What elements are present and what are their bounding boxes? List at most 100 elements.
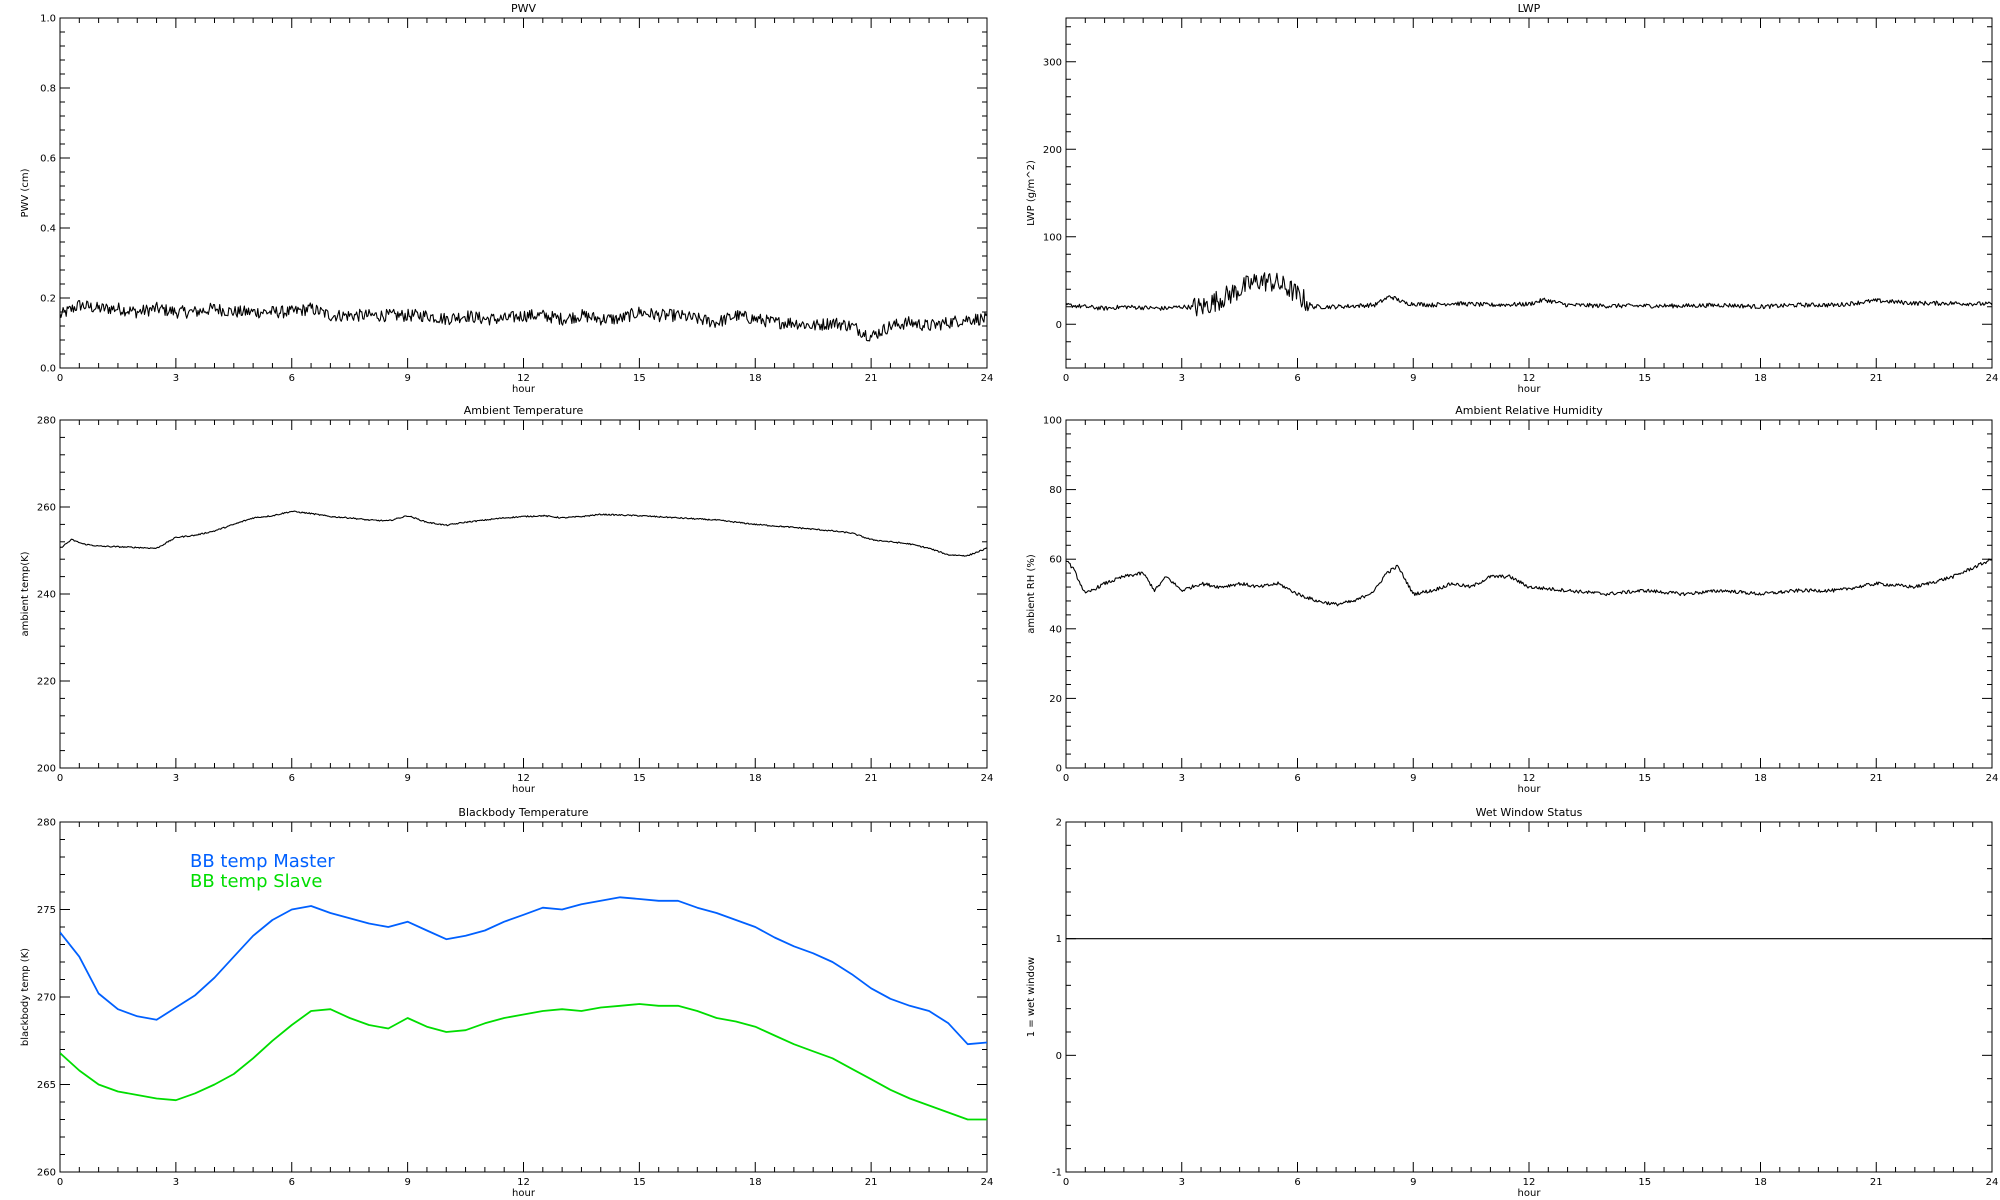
plot-4-ytick-label: 265	[37, 1080, 56, 1091]
plot-2-ytick-label: 260	[37, 503, 56, 514]
plot-5-xtick-label: 15	[1638, 1177, 1651, 1188]
plot-0-xtick-label: 12	[517, 373, 530, 384]
plot-0-ytick-label: 0.4	[40, 224, 56, 235]
plot-4-xtick-label: 21	[865, 1177, 878, 1188]
plot-4-series-0	[60, 896, 987, 1046]
plot-2-xtick-label: 0	[57, 773, 63, 784]
plot-5-xtick-label: 9	[1410, 1177, 1416, 1188]
plot-1-ylabel: LWP (g/m^2)	[1026, 160, 1037, 226]
plot-2-xlabel: hour	[512, 784, 536, 795]
plot-1-ytick-label: 0	[1056, 320, 1062, 331]
plot-2-xtick-label: 12	[517, 773, 530, 784]
plot-4-xtick-label: 6	[289, 1177, 295, 1188]
plot-3-frame	[1065, 419, 1993, 769]
plot-5-xtick-label: 24	[1986, 1177, 1999, 1188]
plot-0-ytick-label: 0.8	[40, 84, 56, 95]
plot-2-ytick-label: 200	[37, 764, 56, 775]
plot-4-ytick-label: 260	[37, 1168, 56, 1179]
plot-5-xtick-label: 3	[1179, 1177, 1185, 1188]
plot-0-title: PWV	[511, 2, 537, 15]
plot-3-xtick-label: 6	[1294, 773, 1300, 784]
plot-2-xtick-label: 21	[865, 773, 878, 784]
plot-4-xtick-label: 9	[404, 1177, 410, 1188]
plot-0-xtick-label: 6	[289, 373, 295, 384]
plot-1-xtick-label: 0	[1063, 373, 1069, 384]
plot-3-xtick-label: 3	[1179, 773, 1185, 784]
plot-4-xtick-label: 0	[57, 1177, 63, 1188]
plot-3-ytick-label: 80	[1049, 485, 1062, 496]
plot-5-ytick-label: 0	[1056, 1051, 1062, 1062]
plot-2-xtick-label: 9	[404, 773, 410, 784]
plot-3-ytick-label: 60	[1049, 555, 1062, 566]
plot-1-xtick-label: 15	[1638, 373, 1651, 384]
plot-3-ylabel: ambient RH (%)	[1026, 554, 1037, 634]
plot-2-xtick-label: 6	[289, 773, 295, 784]
plot-2-ytick-label: 280	[37, 416, 56, 427]
plot-5-xtick-label: 12	[1523, 1177, 1536, 1188]
plot-0-ytick-label: 1.0	[40, 14, 56, 25]
plot-1-xtick-label: 18	[1754, 373, 1767, 384]
plot-2-xtick-label: 24	[981, 773, 994, 784]
plot-0-ylabel: PWV (cm)	[20, 168, 31, 217]
plot-1-xtick-label: 24	[1986, 373, 1999, 384]
plot-2-ytick-label: 240	[37, 590, 56, 601]
plot-1-xtick-label: 6	[1294, 373, 1300, 384]
plot-1-ytick-label: 200	[1043, 145, 1062, 156]
plot-3-xtick-label: 21	[1870, 773, 1883, 784]
plot-2-title: Ambient Temperature	[464, 404, 584, 417]
plot-1-xlabel: hour	[1518, 384, 1542, 395]
plot-4-xtick-label: 12	[517, 1177, 530, 1188]
plot-3-ytick-label: 100	[1043, 416, 1062, 427]
plot-4: Blackbody Temperature 0 3 6 9 12 15 18 21 24 260 26…	[20, 806, 993, 1199]
plot-1-xtick-label: 3	[1179, 373, 1185, 384]
plot-2-ylabel: ambient temp(K)	[20, 551, 31, 636]
plot-0: PWV 0 3 6 9 12 15 18 21 24 0.0 0.2 0.4 0.6 0.8 1.0 hour P…	[20, 2, 993, 395]
plot-0-xtick-label: 18	[749, 373, 762, 384]
plot-2-series-0	[60, 510, 987, 557]
plot-4-legend-0: BB temp Master	[190, 851, 335, 872]
plot-5-xtick-label: 0	[1063, 1177, 1069, 1188]
plot-4-xtick-label: 18	[749, 1177, 762, 1188]
plot-4-legend-1: BB temp Slave	[190, 871, 322, 892]
plot-0-series-0	[60, 300, 987, 342]
plot-0-ytick-label: 0.2	[40, 294, 56, 305]
plot-3-xtick-label: 12	[1523, 773, 1536, 784]
plot-3-xtick-label: 9	[1410, 773, 1416, 784]
plot-0-xtick-label: 3	[173, 373, 179, 384]
plot-4-series-1	[60, 1003, 987, 1121]
plot-5-frame	[1065, 821, 1993, 1173]
plot-1-title: LWP	[1518, 2, 1541, 15]
plot-1: LWP 0 3 6 9 12 15 18 21 24 0 100 200 300 hour LWP (g/m^…	[1026, 2, 1998, 395]
plot-5-ytick-label: 2	[1056, 818, 1062, 829]
plot-3-xtick-label: 24	[1986, 773, 1999, 784]
plot-2-xtick-label: 3	[173, 773, 179, 784]
plot-1-xtick-label: 21	[1870, 373, 1883, 384]
plot-4-xtick-label: 3	[173, 1177, 179, 1188]
plot-1-xtick-label: 12	[1523, 373, 1536, 384]
plot-3-xtick-label: 15	[1638, 773, 1651, 784]
plot-3-series-0	[1066, 558, 1992, 607]
plot-1-series-0	[1066, 272, 1992, 317]
plot-4-xtick-label: 24	[981, 1177, 994, 1188]
plot-5-ytick-label: 1	[1056, 934, 1062, 945]
plot-1-ytick-label: 100	[1043, 232, 1062, 243]
plot-3-ytick-label: 20	[1049, 694, 1062, 705]
plot-4-ylabel: blackbody temp (K)	[20, 948, 31, 1046]
plot-2-xtick-label: 15	[633, 773, 646, 784]
plot-3-xtick-label: 0	[1063, 773, 1069, 784]
plot-5-xlabel: hour	[1518, 1188, 1542, 1199]
plot-0-xtick-label: 15	[633, 373, 646, 384]
plot-2: Ambient Temperature 0 3 6 9 12 15 18 21 24 200 220 2…	[20, 404, 993, 795]
plot-1-ytick-label: 300	[1043, 57, 1062, 68]
plot-5-title: Wet Window Status	[1476, 806, 1583, 819]
plot-4-title: Blackbody Temperature	[458, 806, 588, 819]
plot-3: Ambient Relative Humidity 0 3 6 9 12 15 18 21 24 0…	[1026, 404, 1998, 795]
plot-4-xtick-label: 15	[633, 1177, 646, 1188]
plot-5-ylabel: 1 = wet window	[1026, 957, 1037, 1037]
plot-5-xtick-label: 21	[1870, 1177, 1883, 1188]
plot-3-xlabel: hour	[1518, 784, 1542, 795]
plot-1-frame	[1065, 17, 1993, 369]
plot-2-frame	[59, 419, 988, 769]
